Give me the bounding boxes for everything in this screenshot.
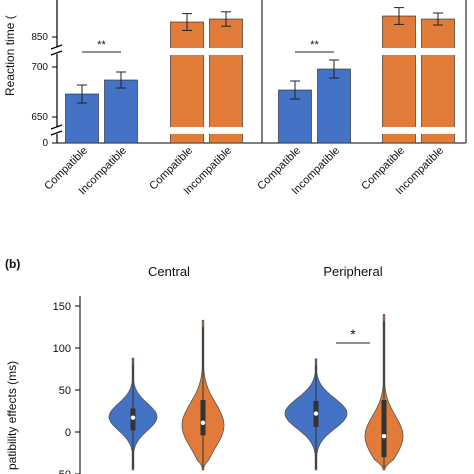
axis-break-gap bbox=[52, 127, 62, 134]
bar bbox=[104, 79, 138, 144]
axis-break-band bbox=[168, 48, 245, 55]
y-axis-title: Reaction time ( bbox=[3, 15, 17, 96]
axis-break-mark bbox=[50, 124, 63, 130]
axis-break-band bbox=[380, 127, 457, 134]
axis-break-mark bbox=[50, 44, 63, 50]
violin-median-dot bbox=[130, 415, 136, 420]
y-tick-label: 700 bbox=[31, 62, 48, 73]
axis-break-band bbox=[380, 48, 457, 55]
axis-break-gap bbox=[52, 47, 62, 54]
panel-label: (b) bbox=[5, 257, 20, 271]
violin-iqr-box bbox=[200, 400, 206, 436]
y-tick-label: 850 bbox=[31, 32, 48, 43]
y-axis-title: patibility effects (ms) bbox=[5, 361, 19, 470]
bar bbox=[382, 15, 416, 144]
group-title: Peripheral bbox=[323, 264, 382, 279]
y-tick-label: -50 bbox=[55, 469, 71, 474]
y-tick-label: 0 bbox=[65, 427, 71, 439]
axis-break-mark bbox=[50, 130, 63, 136]
axis-break-mark bbox=[50, 50, 63, 56]
bar bbox=[421, 18, 455, 144]
y-tick-label: 150 bbox=[53, 301, 71, 313]
bar bbox=[317, 68, 351, 144]
group-title: Central bbox=[148, 264, 190, 279]
violin-group: * bbox=[108, 313, 404, 471]
y-tick-label: 0 bbox=[42, 138, 48, 149]
violin-median-dot bbox=[313, 411, 319, 416]
y-tick-label: 100 bbox=[53, 343, 71, 355]
significance-label: * bbox=[350, 326, 356, 342]
bar-group: ** ** bbox=[65, 7, 457, 144]
reaction-time-bar-chart: ** ** 850 700 650 0 Reaction time ( Compa… bbox=[3, 0, 467, 198]
compatibility-effects-violin-chart: (b) Central Peripheral 150 100 50 0 -50 pati… bbox=[5, 257, 404, 474]
bar bbox=[170, 21, 204, 144]
bar-plot-area: ** ** bbox=[56, 0, 467, 144]
significance-label: ** bbox=[97, 39, 106, 51]
violin-median-dot bbox=[200, 420, 206, 425]
violin-iqr-box bbox=[381, 400, 387, 458]
y-tick-label: 50 bbox=[59, 385, 71, 397]
bar bbox=[209, 18, 243, 144]
y-axis: 150 100 50 0 -50 bbox=[53, 301, 80, 474]
y-tick-label: 650 bbox=[31, 112, 48, 123]
axis-break-band bbox=[168, 127, 245, 134]
violin-median-dot bbox=[381, 434, 387, 439]
significance-label: ** bbox=[310, 39, 319, 51]
y-axis: 850 700 650 0 Reaction time ( bbox=[3, 15, 63, 149]
